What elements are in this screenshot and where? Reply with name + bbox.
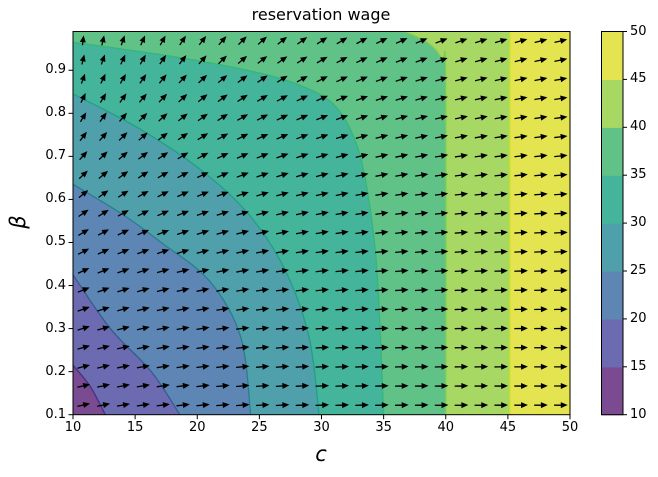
colorbar-band: [601, 318, 623, 368]
y-tick-label: 0.8: [45, 105, 66, 121]
x-tick-label: 35: [375, 420, 392, 435]
x-tick-label: 25: [251, 420, 268, 435]
colorbar-tick-label: 25: [630, 263, 647, 278]
colorbar-band: [601, 31, 623, 80]
contour-line: [72, 274, 181, 416]
x-tick-label: 20: [188, 420, 206, 435]
x-tick-label: 30: [313, 420, 330, 435]
colorbar-tick-label: 10: [630, 406, 647, 422]
colorbar-tick-label: 15: [630, 358, 647, 374]
colorbar-tick-label: 35: [630, 167, 647, 183]
colorbar-band: [601, 223, 623, 272]
colorbar-band: [601, 79, 623, 128]
contour-band: [509, 31, 570, 415]
y-tick-label: 0.4: [45, 277, 66, 293]
colorbar-band: [601, 175, 623, 224]
x-tick-label: 40: [437, 420, 455, 435]
y-tick-label: 0.6: [45, 191, 66, 207]
y-tick-label: 0.9: [45, 62, 66, 78]
colorbar-tick-label: 40: [630, 119, 647, 135]
colorbar-tick-label: 30: [630, 215, 647, 231]
contour-line: [404, 30, 447, 415]
colorbar-band: [601, 127, 623, 176]
y-tick-label: 0.5: [45, 234, 66, 250]
chart-title: reservation wage: [251, 5, 391, 24]
contour-line: [72, 364, 106, 416]
colorbar-band: [601, 271, 623, 320]
x-tick-label: 45: [499, 420, 517, 435]
y-tick-label: 0.3: [45, 320, 66, 336]
colorbar-tick-label: 20: [630, 310, 647, 326]
y-tick-label: 0.7: [45, 148, 66, 164]
colorbar-band: [601, 366, 623, 416]
contour-line: [72, 41, 385, 415]
x-tick-label: 50: [561, 420, 579, 435]
quiver-field: [77, 35, 568, 409]
x-tick-label: 15: [126, 420, 144, 435]
x-axis-label: c: [315, 442, 327, 466]
x-tick-label: 10: [64, 420, 82, 435]
y-tick-label: 0.1: [45, 406, 66, 422]
colorbar-tick-label: 45: [630, 71, 647, 87]
colorbar-tick-label: 50: [630, 23, 647, 39]
y-axis-label: β: [6, 215, 30, 229]
y-tick-label: 0.2: [45, 363, 66, 379]
